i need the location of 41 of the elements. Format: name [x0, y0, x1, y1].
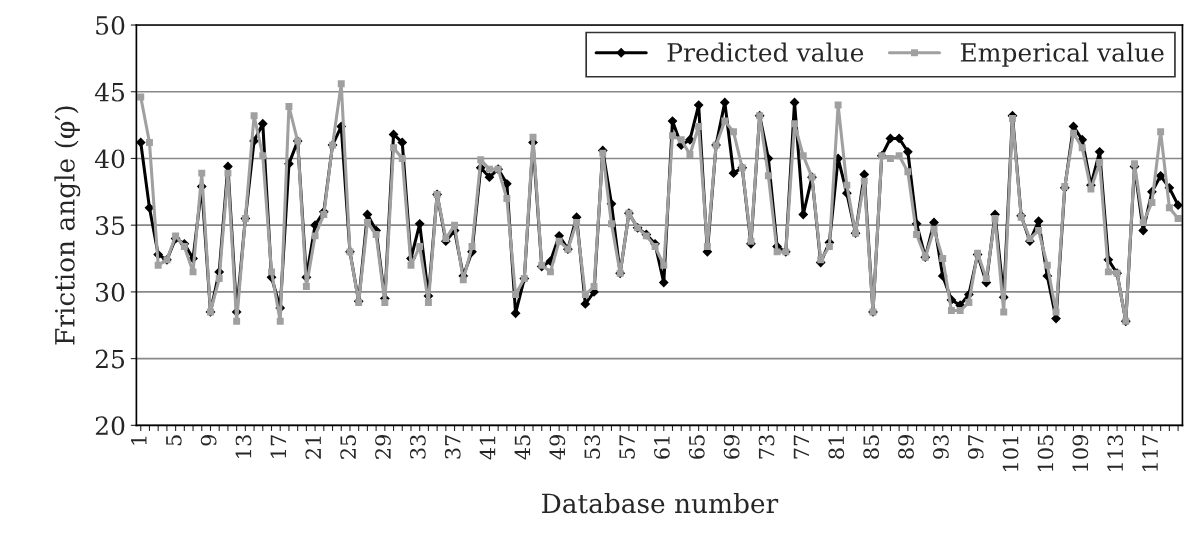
x-tick-label: 21	[305, 436, 321, 459]
y-tick-label: 40	[94, 149, 125, 169]
x-tick-label: 29	[375, 435, 391, 459]
x-tick-label: 81	[828, 436, 845, 459]
x-tick-label: 93	[933, 435, 949, 459]
x-tick-label: 17	[270, 435, 286, 458]
x-tick-label: 105	[1037, 435, 1054, 471]
y-axis-title: Friction angle (φ′)	[54, 106, 81, 345]
x-tick-label: 65	[688, 435, 705, 459]
y-tick-label: 25	[95, 349, 125, 369]
y-tick-label: 35	[96, 216, 125, 236]
x-tick-label: 25	[340, 435, 356, 459]
y-tick-label: 45	[94, 82, 125, 102]
y-tick-label: 20	[95, 416, 125, 436]
x-tick-label: 109	[1072, 435, 1089, 471]
x-tick-label: 1	[131, 436, 147, 445]
x-tick-label: 113	[1107, 435, 1124, 471]
x-axis-title: Database number	[542, 492, 779, 514]
x-tick-label: 33	[409, 435, 426, 459]
x-tick-label: 117	[1142, 435, 1158, 471]
x-tick-label: 37	[444, 435, 461, 459]
x-tick-label: 41	[479, 436, 496, 460]
y-tick-label: 30	[96, 282, 125, 302]
x-tick-label: 57	[619, 435, 635, 459]
x-tick-label: 101	[1002, 436, 1019, 471]
x-tick-label: 53	[584, 435, 601, 459]
x-tick-label: 61	[654, 436, 670, 459]
legend-label: Emperical value	[960, 42, 1164, 67]
x-tick-label: 49	[549, 435, 566, 460]
x-tick-label: 85	[863, 435, 880, 459]
x-tick-label: 13	[235, 435, 252, 458]
x-tick-label: 89	[898, 435, 914, 459]
x-tick-label: 97	[967, 435, 984, 459]
x-tick-label: 69	[723, 435, 740, 459]
y-tick-label: 50	[96, 15, 125, 35]
x-tick-label: 5	[166, 435, 182, 446]
x-tick-label: 73	[758, 435, 775, 459]
legend-label: Predicted value	[667, 42, 864, 62]
x-tick-label: 45	[514, 435, 531, 460]
x-tick-label: 77	[793, 435, 809, 459]
x-tick-label: 9	[200, 435, 217, 446]
